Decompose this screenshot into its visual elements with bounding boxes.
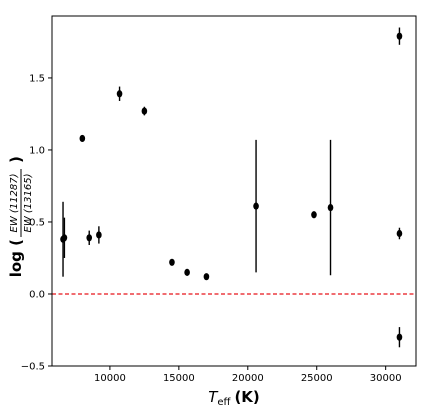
data-point bbox=[327, 139, 334, 276]
data-marker bbox=[86, 234, 93, 242]
x-tick-label: 15000 bbox=[163, 373, 195, 384]
data-point bbox=[311, 211, 317, 219]
x-tick-label: 25000 bbox=[301, 373, 333, 384]
data-marker bbox=[96, 231, 102, 239]
data-point bbox=[86, 230, 93, 246]
data-points bbox=[60, 27, 403, 348]
y-tick-label: 1.5 bbox=[29, 73, 45, 84]
y-axis-label: log ( EW (11287) EW (13165) ) bbox=[7, 156, 34, 277]
x-tick-label: 30000 bbox=[370, 373, 402, 384]
data-marker bbox=[141, 107, 148, 115]
data-marker bbox=[253, 202, 259, 210]
data-marker bbox=[79, 134, 86, 143]
x-axis-unit: (K) bbox=[234, 388, 259, 406]
data-point bbox=[79, 134, 86, 143]
data-point bbox=[396, 27, 403, 45]
x-axis-symbol: T bbox=[208, 388, 219, 406]
data-marker bbox=[396, 32, 403, 40]
y-axis-label-suffix: ) bbox=[7, 156, 25, 163]
y-tick-label: 0.5 bbox=[29, 217, 45, 228]
y-tick-label: 1.0 bbox=[29, 145, 45, 156]
data-marker bbox=[327, 203, 334, 212]
data-point bbox=[396, 327, 403, 348]
data-point bbox=[184, 268, 190, 276]
data-marker bbox=[203, 273, 210, 281]
plot-frame bbox=[51, 15, 417, 367]
y-axis-label-denominator: EW (13165) bbox=[23, 174, 34, 233]
data-marker bbox=[396, 229, 403, 238]
data-point bbox=[96, 226, 102, 244]
data-point bbox=[141, 106, 148, 116]
data-marker bbox=[61, 234, 68, 242]
y-axis-label-numerator: EW (11287) bbox=[9, 174, 20, 233]
data-marker bbox=[311, 211, 317, 219]
y-tick-label: 0.0 bbox=[29, 289, 45, 300]
data-marker bbox=[169, 258, 175, 266]
data-marker bbox=[184, 268, 190, 276]
data-point bbox=[61, 217, 68, 258]
x-tick-label: 20000 bbox=[232, 373, 264, 384]
x-axis-label: Teff (K) bbox=[208, 388, 260, 408]
y-axis-label-prefix: log ( bbox=[7, 239, 25, 277]
data-point bbox=[169, 258, 175, 266]
data-point bbox=[203, 273, 210, 281]
y-tick-label: −0.5 bbox=[21, 362, 45, 373]
data-point bbox=[253, 139, 259, 273]
x-axis-subscript: eff bbox=[217, 397, 231, 408]
data-marker bbox=[396, 333, 403, 341]
data-marker bbox=[116, 90, 123, 98]
data-point bbox=[396, 227, 403, 240]
data-point bbox=[116, 86, 123, 101]
x-tick-label: 10000 bbox=[94, 373, 126, 384]
axis-ticks: 10000 15000 20000 25000 30000 −0.5 0.0 0.5 1.0 1.… bbox=[21, 73, 402, 384]
